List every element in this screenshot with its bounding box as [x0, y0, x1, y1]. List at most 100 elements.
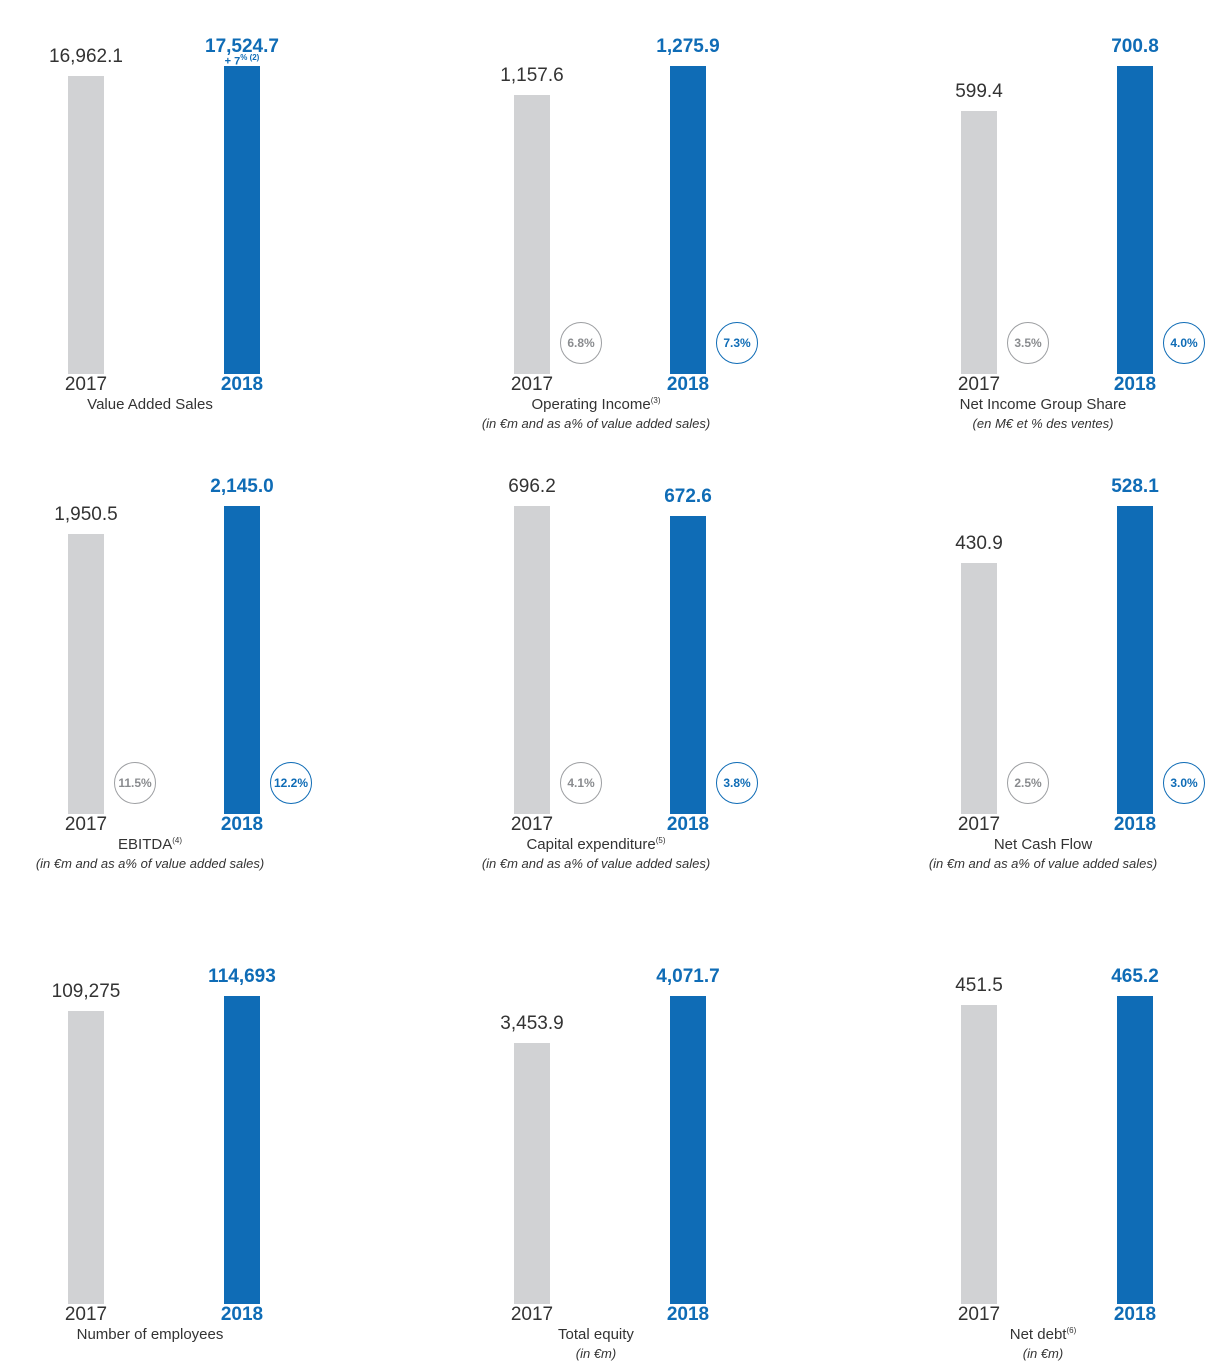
bar-2018 — [1117, 996, 1153, 1304]
bar-2017 — [514, 506, 550, 814]
x-tick-label: 2017 — [510, 1304, 554, 1325]
chart-title: Net debt(6) — [853, 1326, 1215, 1343]
chart-title-text: Number of employees — [76, 1326, 224, 1343]
bar-2018 — [670, 516, 706, 814]
growth-footnote: % (2) — [240, 53, 260, 63]
value-label-2018: 2,145.0 — [210, 476, 274, 497]
value-label-2017: 696.2 — [508, 476, 556, 497]
value-label-2017: 16,962.1 — [49, 45, 123, 67]
chart-title-text: Net debt — [1009, 1326, 1067, 1343]
growth-label: + 7% (2) — [162, 54, 322, 68]
chart-subtitle: (in €m) — [1022, 1346, 1064, 1361]
bar-2017 — [68, 1010, 104, 1304]
chart-panel: 599.4 2017 3.5% 700.8 2018 4.0% Net Income Gro… — [893, 0, 1205, 430]
chart-title: Total equity — [406, 1327, 786, 1342]
chart-panel: 696.2 2017 4.1% 672.6 2018 3.8% Capital expend… — [446, 440, 758, 870]
x-tick-label: 2017 — [957, 374, 1001, 395]
chart-title: Operating Income(3) — [406, 396, 786, 413]
value-label-2018: 1,275.9 — [656, 36, 720, 57]
x-tick-label: 2017 — [510, 814, 554, 835]
chart-panel: 1,950.5 2017 11.5% 2,145.0 2018 12.2% EBITDA(4… — [0, 440, 312, 870]
title-footnote: (5) — [655, 836, 666, 845]
value-label-2018: 4,071.7 — [656, 966, 720, 987]
value-label-2018: 672.6 — [664, 486, 712, 508]
value-label-2017: 3,453.9 — [500, 1012, 564, 1034]
chart-panel: 451.5 2017 465.2 2018 Net debt(6) (in €m) — [893, 930, 1193, 1360]
chart-subtitle: (en M€ et % des ventes) — [972, 416, 1114, 431]
x-tick-label: 2018 — [220, 1304, 264, 1325]
value-label-2017: 599.4 — [955, 80, 1003, 102]
bar-2018 — [1117, 66, 1153, 374]
x-tick-label: 2017 — [510, 374, 554, 395]
bar-2018 — [670, 66, 706, 374]
chart-title-text: Net Cash Flow — [993, 836, 1093, 853]
bar-2017 — [514, 1042, 550, 1304]
percentage-badge: 2.5% — [1007, 762, 1049, 804]
x-tick-label: 2017 — [64, 814, 108, 835]
bar-2017 — [68, 75, 104, 374]
chart-title-text: Operating Income — [531, 396, 651, 413]
value-label-2018: 17,524.7 — [205, 36, 279, 57]
value-label-2018: 528.1 — [1111, 476, 1159, 497]
title-footnote: (4) — [172, 836, 182, 845]
percentage-badge: 3.8% — [716, 762, 758, 804]
title-footnote: (3) — [650, 396, 661, 405]
x-tick-label: 2018 — [220, 814, 264, 835]
chart-subtitle: (in €m and as a% of value added sales) — [481, 856, 711, 871]
x-tick-label: 2018 — [1113, 814, 1157, 835]
bar-2017 — [961, 562, 997, 814]
bar-2018 — [224, 506, 260, 814]
percentage-badge: 4.0% — [1163, 322, 1205, 364]
chart-title-text: EBITDA — [118, 836, 173, 853]
chart-panel: 1,157.6 2017 6.8% 1,275.9 2018 7.3% Operating … — [446, 0, 758, 430]
bar-2017 — [68, 533, 104, 814]
value-label-2017: 109,275 — [51, 980, 121, 1002]
chart-title: Net Income Group Share — [853, 397, 1215, 412]
bar-2018 — [670, 996, 706, 1304]
chart-title-text: Capital expenditure — [526, 836, 656, 853]
chart-title: Number of employees — [0, 1327, 340, 1342]
bar-2017 — [961, 1005, 997, 1304]
chart-title-text: Total equity — [558, 1326, 634, 1343]
value-label-2017: 1,950.5 — [54, 503, 118, 525]
chart-panel: 3,453.9 2017 4,071.7 2018 Total equity (in €m… — [446, 930, 746, 1360]
value-label-2017: 1,157.6 — [500, 64, 564, 86]
x-tick-label: 2017 — [957, 814, 1001, 835]
chart-subtitle: (in €m and as a% of value added sales) — [928, 856, 1158, 871]
chart-title-text: Value Added Sales — [87, 396, 213, 413]
percentage-badge: 3.5% — [1007, 322, 1049, 364]
percentage-badge: 4.1% — [560, 762, 602, 804]
bar-2017 — [514, 94, 550, 374]
percentage-badge: 6.8% — [560, 322, 602, 364]
value-label-2018: 465.2 — [1111, 966, 1159, 987]
percentage-badge: 12.2% — [270, 762, 312, 804]
x-tick-label: 2018 — [666, 1304, 710, 1325]
x-tick-label: 2018 — [1113, 374, 1157, 395]
value-label-2018: 700.8 — [1111, 36, 1159, 57]
x-tick-label: 2018 — [666, 374, 710, 395]
chart-title: Capital expenditure(5) — [406, 836, 786, 853]
value-label-2017: 430.9 — [955, 532, 1003, 554]
x-tick-label: 2017 — [957, 1304, 1001, 1325]
chart-panel: 430.9 2017 2.5% 528.1 2018 3.0% Net Cash Flow (… — [893, 440, 1205, 870]
x-tick-label: 2018 — [666, 814, 710, 835]
chart-title: EBITDA(4) — [0, 836, 340, 853]
bar-2018 — [1117, 506, 1153, 814]
percentage-badge: 3.0% — [1163, 762, 1205, 804]
x-tick-label: 2017 — [64, 1304, 108, 1325]
percentage-badge: 7.3% — [716, 322, 758, 364]
chart-panel: 109,275 2017 114,693 2018 Number of employee… — [0, 930, 300, 1360]
bar-2018 — [224, 66, 260, 374]
chart-title: Value Added Sales — [0, 397, 340, 412]
x-tick-label: 2018 — [220, 374, 264, 395]
x-tick-label: 2018 — [1113, 1304, 1157, 1325]
title-footnote: (6) — [1066, 1326, 1077, 1335]
chart-panel: 16,962.1 2017 17,524.7 + 7% (2) 2018 Value Ad… — [0, 0, 300, 430]
chart-subtitle: (in €m) — [575, 1346, 617, 1361]
growth-value: + 7 — [224, 56, 241, 68]
bar-2018 — [224, 996, 260, 1304]
value-label-2017: 451.5 — [955, 975, 1003, 997]
chart-subtitle: (in €m and as a% of value added sales) — [481, 416, 711, 431]
chart-subtitle: (in €m and as a% of value added sales) — [35, 856, 265, 871]
x-tick-label: 2017 — [64, 374, 108, 395]
